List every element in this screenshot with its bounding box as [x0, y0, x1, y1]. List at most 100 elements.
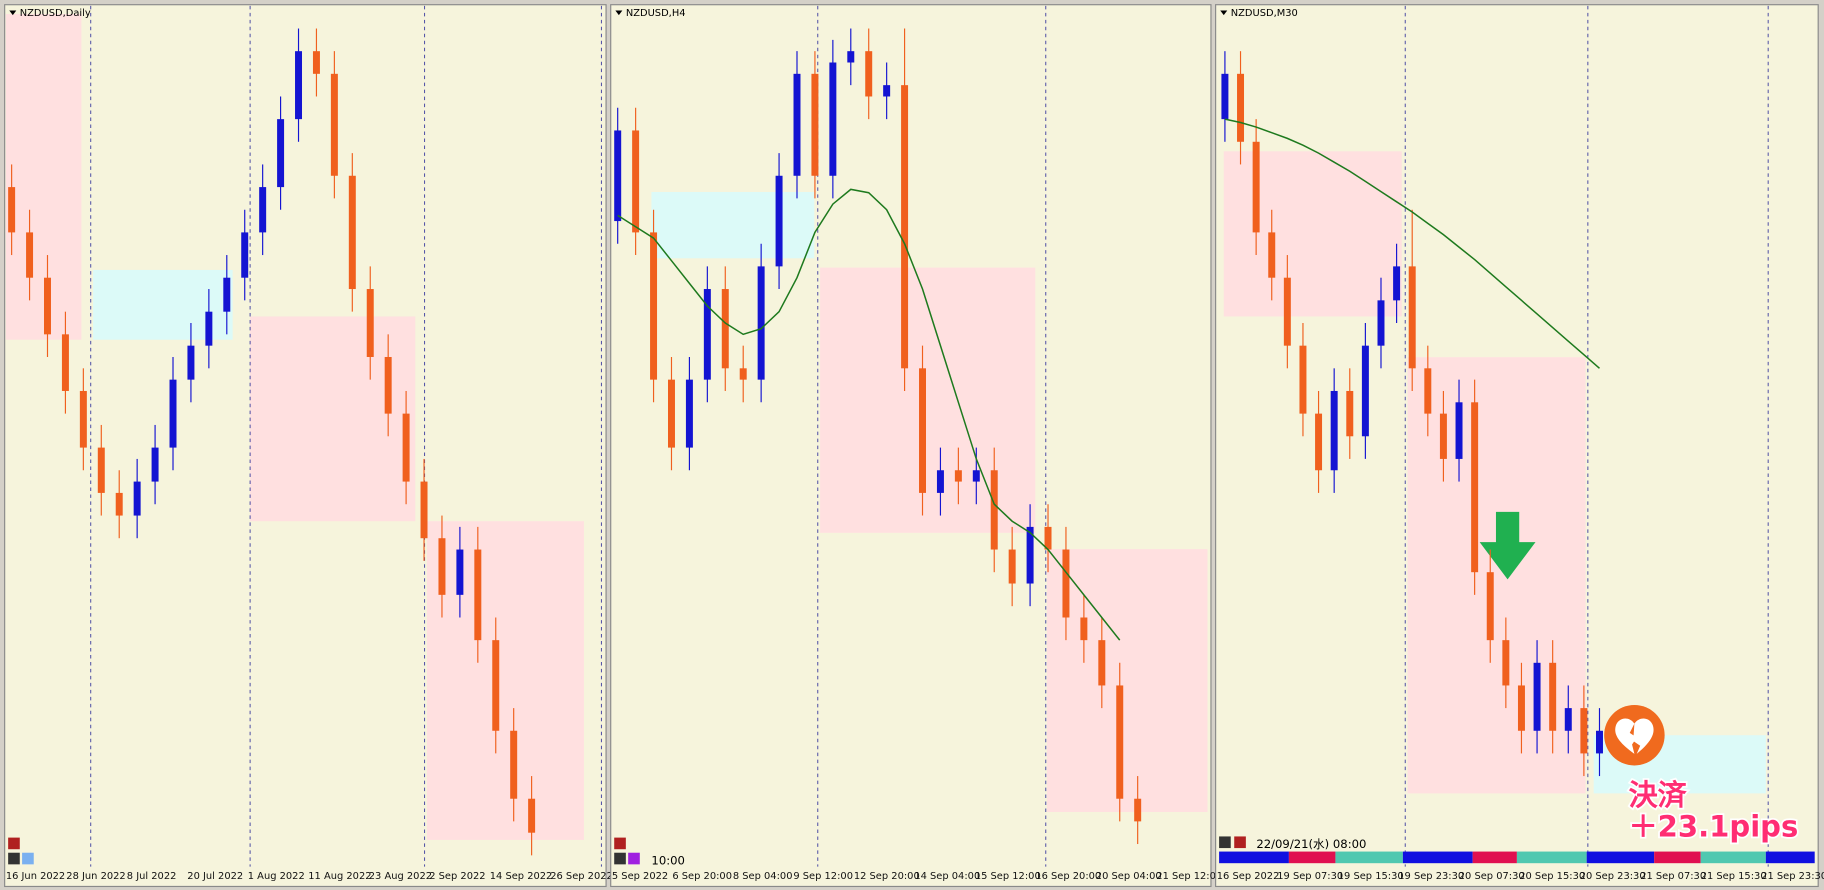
candle-body [44, 277, 51, 335]
candle-body [169, 379, 177, 448]
candle-body [133, 481, 141, 516]
candle-body [312, 51, 320, 74]
x-tick-label: 9 Sep 12:00 [793, 871, 853, 882]
x-tick-label: 20 Sep 23:30 [1580, 871, 1646, 882]
candle-body [1080, 617, 1088, 641]
candle-body [1361, 345, 1369, 437]
x-tick-label: 14 Sep 04:00 [914, 871, 980, 882]
candle-body [757, 266, 765, 380]
candle-body [366, 289, 374, 357]
candle-body [8, 187, 16, 233]
title-marker [9, 10, 17, 16]
candle-body [1408, 266, 1416, 369]
candle-body [223, 277, 231, 312]
annotation: 決済 [1629, 778, 1688, 812]
candle-body [1549, 662, 1557, 731]
candle-body [61, 334, 69, 391]
candle-body [954, 470, 962, 482]
candle-body [1596, 730, 1603, 754]
candle-body [26, 232, 34, 278]
chart-title: NZDUSD,M30 [1231, 8, 1298, 19]
candle-body [990, 470, 998, 550]
candle-body [79, 390, 87, 448]
candle-body [187, 345, 195, 380]
zone [1407, 357, 1586, 794]
x-tick-label: 16 Sep 20:00 [1035, 871, 1101, 882]
zone [1223, 151, 1402, 317]
chart-title: NZDUSD,H4 [626, 8, 686, 19]
title-marker [1220, 10, 1228, 16]
candle-body [474, 549, 482, 641]
moving-average [617, 188, 1121, 641]
icon[interactable] [8, 852, 20, 865]
zone [820, 267, 1036, 533]
x-tick-label: 28 Jun 2022 [66, 871, 125, 882]
candle-body [1564, 708, 1572, 731]
candle-body [1393, 266, 1401, 301]
x-tick-label: 20 Sep 15:30 [1519, 871, 1585, 882]
candle-body [703, 289, 711, 380]
candle-body [1377, 300, 1385, 346]
icon[interactable] [8, 837, 20, 850]
chart-window: NZDUSD,Daily 16 Jun 2022 28 Jun 2022 8 Jul … [4, 4, 613, 888]
candle-body [739, 368, 747, 380]
x-tick-label: 21 Sep 07:30 [1640, 871, 1706, 882]
zone [250, 316, 416, 522]
candle-body [1486, 572, 1494, 641]
x-tick-label: 8 Jul 2022 [127, 871, 177, 882]
candle-body [1517, 685, 1525, 731]
candle-body [1008, 549, 1016, 584]
candle-body [883, 85, 891, 97]
icon[interactable] [1234, 836, 1246, 849]
candle-body [1330, 390, 1338, 471]
x-tick-label: 2 Sep 2022 [429, 871, 485, 882]
candle-body [241, 232, 249, 278]
candle-body [1268, 232, 1276, 278]
candle-body [650, 232, 658, 380]
candle-body [151, 447, 159, 482]
x-tick-label: 8 Sep 04:00 [733, 871, 793, 882]
x-tick-label: 20 Sep 04:00 [1096, 871, 1162, 882]
x-tick-label: 16 Sep 2022 [1217, 871, 1280, 882]
candle-body [330, 73, 338, 176]
icon[interactable] [614, 837, 626, 850]
icon[interactable] [1219, 836, 1231, 849]
moving-average [1224, 118, 1600, 369]
broken-heart [1615, 718, 1654, 754]
candle-body [1116, 685, 1124, 799]
candle-body [1439, 413, 1447, 459]
candle-body [811, 73, 819, 176]
x-tick-label: 19 Sep 23:30 [1398, 871, 1464, 882]
candle-body [384, 356, 392, 414]
x-tick-label: 16 Jun 2022 [6, 871, 65, 882]
x-tick-label: 12 Sep 20:00 [854, 871, 920, 882]
icon[interactable] [628, 852, 640, 865]
candle-body [402, 413, 410, 482]
title-marker [615, 10, 623, 16]
zone [426, 521, 584, 840]
x-tick-label: 21 Sep 15:30 [1701, 871, 1767, 882]
candle-body [829, 62, 837, 176]
x-tick-label: 21 Sep 12:00 [1156, 871, 1222, 882]
candle-body [1502, 640, 1510, 686]
icon[interactable] [22, 852, 34, 865]
candle-body [492, 640, 500, 731]
candle-body [936, 470, 944, 493]
candle-body [1424, 368, 1432, 414]
candle-body [97, 447, 105, 493]
x-tick-label: 11 Aug 2022 [308, 871, 371, 882]
candle-body [1221, 73, 1229, 120]
x-tick-label: 15 Sep 12:00 [975, 871, 1041, 882]
candle-body [632, 130, 640, 233]
candle-body [456, 549, 464, 595]
zone [5, 14, 82, 340]
candle-body [1252, 141, 1260, 233]
annotation: 10:00 [651, 853, 685, 867]
candle-body [420, 481, 428, 539]
icon[interactable] [614, 852, 626, 865]
chart-title: NZDUSD,Daily [20, 8, 91, 19]
candle-body [793, 73, 801, 176]
